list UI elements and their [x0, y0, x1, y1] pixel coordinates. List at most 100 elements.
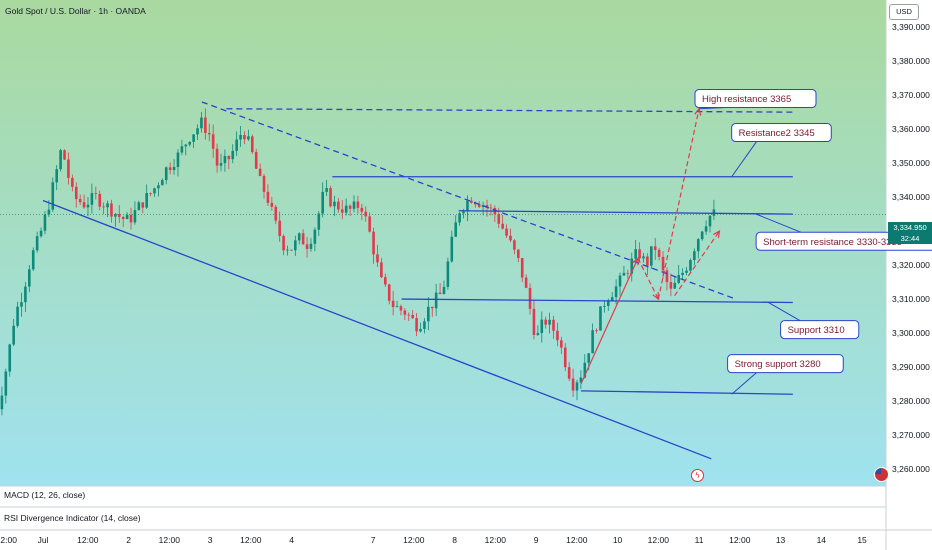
callout-support-text: Support 3310	[788, 325, 845, 336]
candle-body	[599, 306, 602, 331]
projection-arrow	[657, 108, 700, 300]
candle-body	[55, 169, 58, 183]
candle-body	[669, 282, 673, 289]
callout-strong-support-pointer	[731, 372, 757, 395]
candle-body	[407, 314, 411, 316]
candle-body	[137, 202, 141, 211]
x-tick-label: 12:00	[729, 535, 751, 545]
y-tick-label: 3,290.000	[892, 362, 930, 372]
candle-body	[110, 203, 113, 217]
candle-body	[71, 177, 74, 187]
candle-body	[63, 150, 66, 160]
x-tick-label: 12:00	[648, 535, 670, 545]
candle-body	[556, 330, 559, 341]
candle-body	[106, 203, 109, 208]
candle-body	[82, 202, 86, 208]
candle-body	[149, 193, 152, 194]
candle-body	[513, 240, 516, 250]
candle-body	[47, 209, 51, 215]
candle-body	[344, 205, 348, 213]
candle-body	[548, 319, 551, 325]
candle-body	[227, 156, 231, 160]
descending-resistance-line	[201, 101, 736, 300]
candle-body	[94, 193, 98, 194]
candle-body	[231, 150, 235, 160]
x-tick-label: 7	[371, 535, 376, 545]
rsi-indicator-label[interactable]: RSI Divergence Indicator (14, close)	[4, 513, 141, 523]
candle-body	[211, 134, 215, 149]
last-price-tag: 3,334.950 32:44	[888, 222, 932, 244]
candle-body	[258, 168, 262, 176]
y-tick-label: 3,320.000	[892, 260, 930, 270]
candle-body	[247, 136, 250, 140]
candle-body	[419, 328, 422, 332]
candle-body	[477, 204, 481, 207]
candle-body	[497, 214, 501, 224]
candle-body	[145, 193, 148, 208]
candle-body	[35, 236, 39, 251]
candle-body	[125, 214, 129, 220]
candle-body	[356, 201, 360, 208]
y-tick-label: 3,360.000	[892, 124, 930, 134]
x-tick-label: Jul	[38, 535, 49, 545]
candle-body	[524, 277, 528, 288]
candle-body	[579, 377, 583, 383]
candle-body	[24, 286, 27, 303]
y-tick-label: 3,310.000	[892, 294, 930, 304]
candle-body	[384, 277, 387, 285]
candle-body	[39, 230, 43, 237]
candle-body	[340, 209, 344, 213]
x-tick-label: 12:00	[403, 535, 425, 545]
callout-strong-support-box	[727, 354, 844, 374]
candle-body	[415, 318, 418, 332]
candle-body	[642, 256, 645, 259]
x-tick-label: 11	[695, 535, 704, 545]
candle-body	[622, 272, 626, 276]
candle-body	[372, 231, 375, 255]
candle-body	[685, 270, 688, 273]
us-flag-icon[interactable]	[874, 467, 889, 482]
candle-body	[301, 233, 305, 245]
candle-body	[0, 395, 4, 410]
x-tick-label: 12:00	[0, 535, 17, 545]
candle-body	[434, 292, 438, 309]
arrow-head	[713, 229, 721, 239]
candle-body	[98, 193, 102, 207]
y-tick-label: 3,280.000	[892, 396, 930, 406]
candle-body	[454, 222, 458, 237]
candle-body	[462, 211, 465, 214]
candle-body	[74, 186, 78, 200]
last-price-value: 3,334.950	[893, 223, 927, 232]
y-tick-label: 3,390.000	[892, 22, 930, 32]
candle-body	[387, 284, 391, 301]
candle-body	[610, 297, 614, 302]
x-tick-label: 2	[126, 535, 131, 545]
x-tick-label: 12:00	[159, 535, 181, 545]
currency-selector[interactable]: USD	[889, 4, 919, 20]
chart-title: Gold Spot / U.S. Dollar · 1h · OANDA	[5, 6, 146, 16]
candle-body	[254, 152, 258, 169]
indicator-pane-background	[0, 486, 886, 530]
x-tick-label: 10	[613, 535, 623, 545]
candle-body	[157, 185, 160, 189]
candle-body	[571, 378, 575, 391]
candle-body	[653, 246, 657, 250]
candle-body	[51, 182, 55, 210]
lightning-event-icon[interactable]: ϟ	[691, 469, 704, 482]
candle-body	[262, 175, 266, 192]
candle-body	[536, 333, 540, 336]
candle-body	[321, 191, 325, 214]
candle-body	[90, 193, 94, 205]
macd-indicator-label[interactable]: MACD (12, 26, close)	[4, 490, 86, 500]
candle-body	[368, 216, 371, 232]
candle-body	[665, 270, 669, 283]
candle-body	[708, 215, 712, 227]
candle-body	[86, 204, 90, 208]
candle-body	[646, 256, 649, 266]
candle-body	[560, 340, 563, 348]
candle-body	[184, 144, 188, 147]
candle-body	[305, 244, 309, 249]
candle-body	[329, 188, 332, 207]
